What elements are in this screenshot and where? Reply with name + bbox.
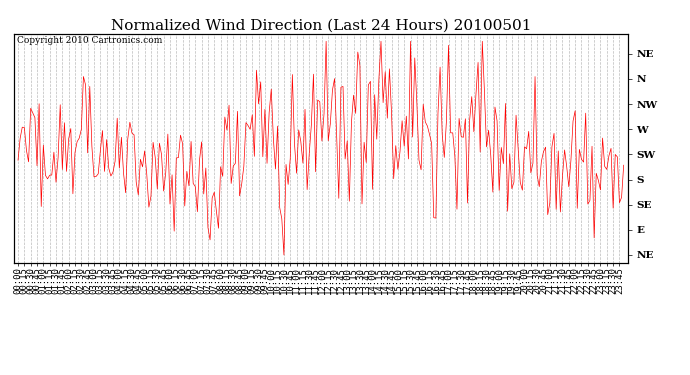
Title: Normalized Wind Direction (Last 24 Hours) 20100501: Normalized Wind Direction (Last 24 Hours…: [110, 19, 531, 33]
Text: Copyright 2010 Cartronics.com: Copyright 2010 Cartronics.com: [17, 36, 162, 45]
